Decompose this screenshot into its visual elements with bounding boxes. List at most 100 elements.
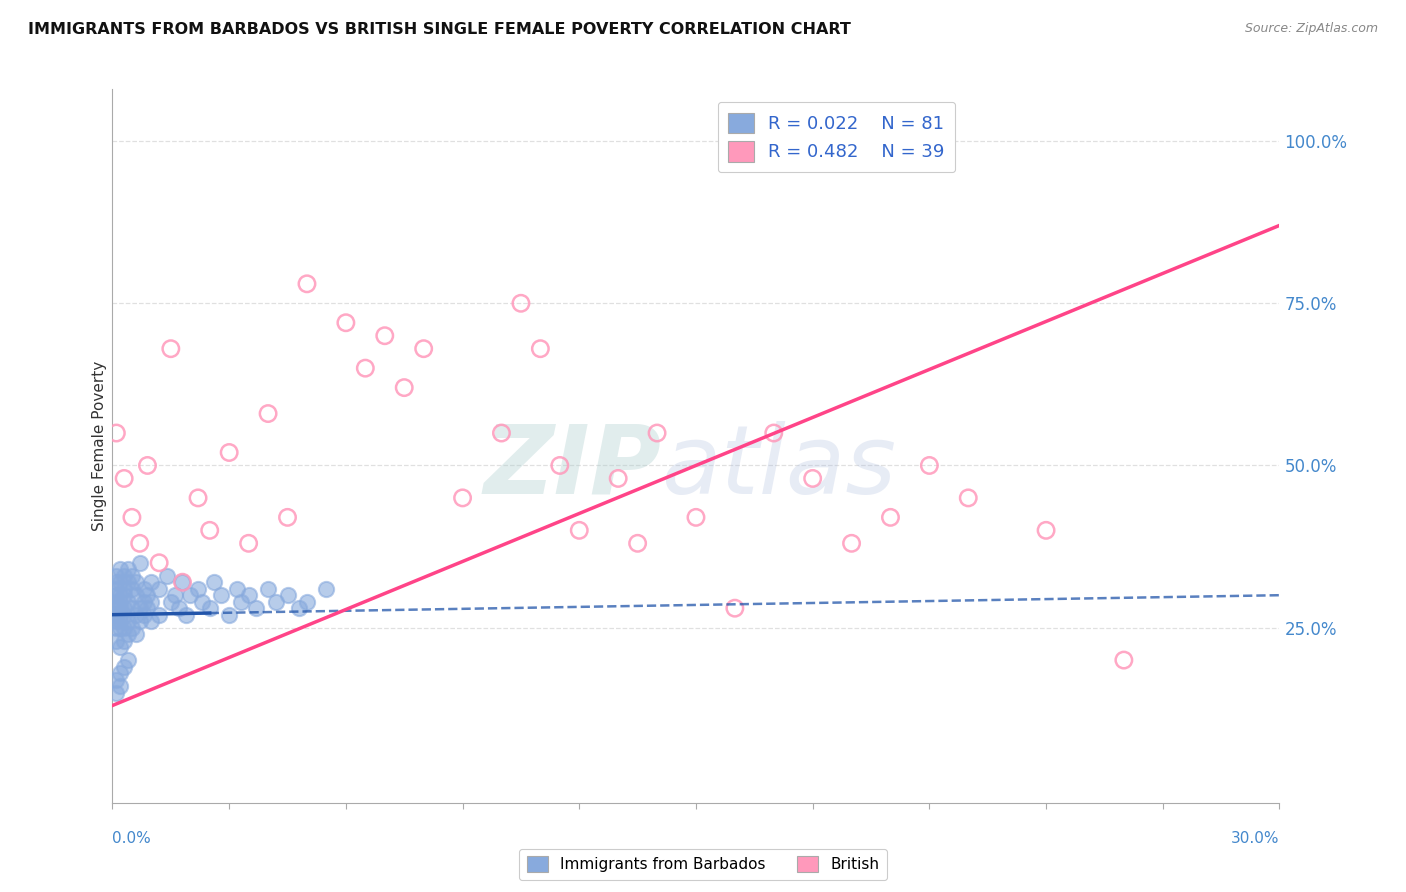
Point	[105, 614, 128, 628]
Point	[198, 601, 221, 615]
Point	[238, 588, 260, 602]
Point	[132, 607, 155, 622]
Point	[136, 588, 159, 602]
Point	[238, 536, 260, 550]
Point	[121, 568, 143, 582]
Point	[276, 588, 298, 602]
Point	[125, 588, 148, 602]
Point	[128, 536, 150, 550]
Point	[148, 582, 170, 596]
Point	[117, 595, 139, 609]
Point	[105, 425, 128, 440]
Text: 30.0%: 30.0%	[1232, 831, 1279, 846]
Point	[112, 471, 135, 485]
Point	[110, 614, 132, 628]
Point	[412, 342, 434, 356]
Point	[198, 524, 221, 538]
Point	[105, 601, 128, 615]
Point	[176, 607, 198, 622]
Point	[179, 588, 201, 602]
Point	[202, 575, 225, 590]
Point	[105, 595, 128, 609]
Point	[879, 510, 901, 524]
Point	[167, 601, 190, 615]
Point	[918, 458, 941, 473]
Point	[187, 491, 209, 505]
Point	[105, 588, 128, 602]
Text: IMMIGRANTS FROM BARBADOS VS BRITISH SINGLE FEMALE POVERTY CORRELATION CHART: IMMIGRANTS FROM BARBADOS VS BRITISH SING…	[28, 22, 851, 37]
Point	[288, 601, 311, 615]
Point	[257, 407, 280, 421]
Point	[156, 568, 179, 582]
Point	[125, 627, 148, 641]
Point	[112, 601, 135, 615]
Y-axis label: Single Female Poverty: Single Female Poverty	[91, 361, 107, 531]
Point	[160, 595, 183, 609]
Point	[187, 582, 209, 596]
Point	[105, 621, 128, 635]
Point	[125, 575, 148, 590]
Point	[841, 536, 863, 550]
Point	[685, 510, 707, 524]
Point	[110, 595, 132, 609]
Point	[529, 342, 551, 356]
Point	[128, 614, 150, 628]
Point	[451, 491, 474, 505]
Point	[121, 601, 143, 615]
Point	[110, 607, 132, 622]
Point	[392, 381, 416, 395]
Point	[117, 575, 139, 590]
Point	[121, 510, 143, 524]
Point	[136, 458, 159, 473]
Point	[112, 607, 135, 622]
Point	[110, 575, 132, 590]
Point	[110, 640, 132, 654]
Point	[117, 627, 139, 641]
Point	[112, 659, 135, 673]
Point	[110, 666, 132, 681]
Point	[117, 653, 139, 667]
Point	[117, 562, 139, 576]
Point	[957, 491, 980, 505]
Point	[110, 588, 132, 602]
Point	[105, 568, 128, 582]
Point	[607, 471, 630, 485]
Point	[1035, 524, 1057, 538]
Text: 0.0%: 0.0%	[112, 831, 152, 846]
Point	[128, 556, 150, 570]
Text: ZIP: ZIP	[484, 421, 661, 514]
Point	[548, 458, 571, 473]
Point	[491, 425, 513, 440]
Point	[627, 536, 650, 550]
Legend: R = 0.022    N = 81, R = 0.482    N = 39: R = 0.022 N = 81, R = 0.482 N = 39	[717, 102, 955, 172]
Point	[105, 582, 128, 596]
Point	[117, 614, 139, 628]
Point	[110, 679, 132, 693]
Point	[112, 588, 135, 602]
Text: Source: ZipAtlas.com: Source: ZipAtlas.com	[1244, 22, 1378, 36]
Point	[172, 575, 194, 590]
Point	[121, 621, 143, 635]
Point	[226, 582, 249, 596]
Point	[121, 582, 143, 596]
Text: atlas: atlas	[661, 421, 896, 514]
Point	[295, 277, 318, 291]
Point	[110, 601, 132, 615]
Point	[112, 582, 135, 596]
Point	[112, 633, 135, 648]
Point	[105, 633, 128, 648]
Point	[374, 328, 396, 343]
Point	[110, 621, 132, 635]
Point	[132, 595, 155, 609]
Point	[148, 556, 170, 570]
Point	[112, 621, 135, 635]
Point	[568, 524, 591, 538]
Point	[125, 607, 148, 622]
Point	[141, 614, 163, 628]
Point	[172, 575, 194, 590]
Point	[163, 588, 186, 602]
Point	[112, 568, 135, 582]
Point	[132, 582, 155, 596]
Point	[105, 607, 128, 622]
Point	[801, 471, 824, 485]
